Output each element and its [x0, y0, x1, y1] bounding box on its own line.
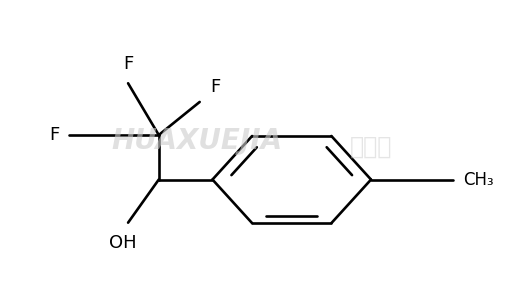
Text: F: F	[123, 55, 133, 73]
Text: 化学加: 化学加	[350, 134, 392, 159]
Text: CH₃: CH₃	[463, 171, 494, 189]
Text: F: F	[49, 126, 59, 144]
Text: HUAXUEJIA: HUAXUEJIA	[112, 127, 283, 155]
Text: OH: OH	[109, 234, 137, 252]
Text: F: F	[210, 78, 220, 96]
